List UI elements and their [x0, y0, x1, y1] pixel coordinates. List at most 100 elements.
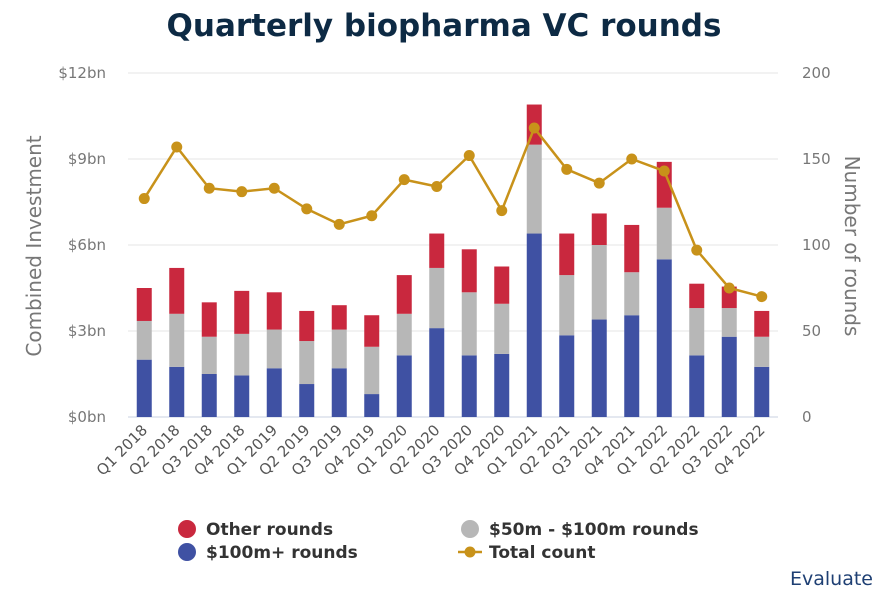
y-tick-label: $0bn [68, 408, 106, 426]
y-tick-label: $12bn [58, 64, 106, 82]
bar-segment [494, 266, 510, 304]
bar-segment [299, 341, 315, 385]
bar-segment [624, 315, 640, 417]
bar-segment [429, 328, 445, 417]
legend-label: $100m+ rounds [206, 543, 358, 563]
bar-segment [201, 336, 217, 374]
bar-segment [494, 353, 510, 417]
bar-segment [461, 355, 477, 417]
left-axis-ticks: $0bn $3bn $6bn $9bn $12bn [58, 64, 106, 426]
line-point [268, 182, 280, 194]
bar-segment [624, 224, 640, 273]
bars [136, 104, 770, 417]
y-tick-label: $9bn [68, 150, 106, 168]
legend-swatch [178, 520, 196, 538]
line-point [203, 182, 215, 194]
y2-tick-label: 200 [802, 64, 831, 82]
line-point [236, 186, 248, 198]
chart-title: Quarterly biopharma VC rounds [167, 8, 722, 44]
bar-segment [754, 310, 770, 337]
bar-segment [234, 290, 250, 334]
bar-segment [364, 315, 380, 347]
bar-segment [136, 320, 152, 360]
line-point [496, 205, 508, 217]
legend-label: Total count [489, 543, 595, 563]
bar-segment [591, 245, 607, 320]
bar-segment [266, 368, 282, 417]
bar-segment [169, 366, 185, 417]
right-axis-ticks: 0 50 100 150 200 [802, 64, 831, 426]
y2-tick-label: 150 [802, 150, 831, 168]
legend: Other rounds $50m - $100m rounds $100m+ ro… [178, 520, 699, 563]
bar-segment [201, 302, 217, 337]
y-tick-label: $6bn [68, 236, 106, 254]
line-point [626, 153, 638, 165]
bar-segment [364, 346, 380, 395]
bar-segment [754, 366, 770, 417]
bar-segment [266, 329, 282, 369]
bar-segment [461, 249, 477, 293]
line-point [723, 282, 735, 294]
bar-segment [591, 213, 607, 245]
legend-label: $50m - $100m rounds [489, 520, 699, 540]
bar-segment [526, 233, 542, 417]
bar-segment [656, 259, 672, 417]
bar-segment [526, 144, 542, 234]
bar-segment [754, 336, 770, 367]
bar-segment [721, 336, 737, 417]
line-point [138, 193, 150, 205]
bar-segment [461, 292, 477, 356]
bar-segment [396, 313, 412, 356]
total-count-line [138, 122, 768, 303]
line-point [301, 203, 313, 215]
bar-segment [234, 333, 250, 376]
bar-segment [559, 335, 575, 417]
bar-segment [591, 319, 607, 417]
brand-logo: Evaluate [790, 568, 873, 590]
bar-segment [299, 384, 315, 417]
bar-segment [494, 303, 510, 354]
bar-segment [689, 283, 705, 309]
bar-segment [299, 310, 315, 342]
legend-label: Other rounds [206, 520, 333, 540]
bar-segment [689, 308, 705, 356]
line-point [658, 165, 670, 177]
y2-tick-label: 100 [802, 236, 831, 254]
y2-tick-label: 0 [802, 408, 812, 426]
bar-segment [201, 374, 217, 417]
legend-swatch [461, 520, 479, 538]
bar-segment [331, 329, 347, 369]
bar-segment [689, 355, 705, 417]
bar-segment [656, 207, 672, 260]
bar-segment [429, 233, 445, 268]
line-point [366, 210, 378, 222]
legend-marker [464, 546, 476, 558]
bar-segment [624, 272, 640, 316]
line-point [756, 291, 768, 303]
y-axis-label: Combined Investment [22, 135, 46, 356]
line-point [431, 181, 443, 193]
line-point [333, 218, 345, 230]
bar-segment [721, 308, 737, 337]
bar-segment [396, 275, 412, 314]
bar-segment [234, 375, 250, 417]
bar-segment [136, 288, 152, 321]
bar-segment [136, 359, 152, 417]
bar-segment [559, 233, 575, 276]
bar-segment [429, 267, 445, 329]
bar-segment [331, 368, 347, 417]
bar-segment [266, 292, 282, 330]
bar-segment [169, 267, 185, 314]
bar-segment [396, 355, 412, 417]
y-tick-label: $3bn [68, 322, 106, 340]
bar-segment [331, 305, 347, 330]
line-point [171, 141, 183, 153]
line-point [528, 122, 540, 134]
y2-tick-label: 50 [802, 322, 821, 340]
bar-segment [364, 394, 380, 417]
line-point [593, 177, 605, 189]
line-point [691, 244, 703, 256]
line-point [561, 163, 573, 175]
